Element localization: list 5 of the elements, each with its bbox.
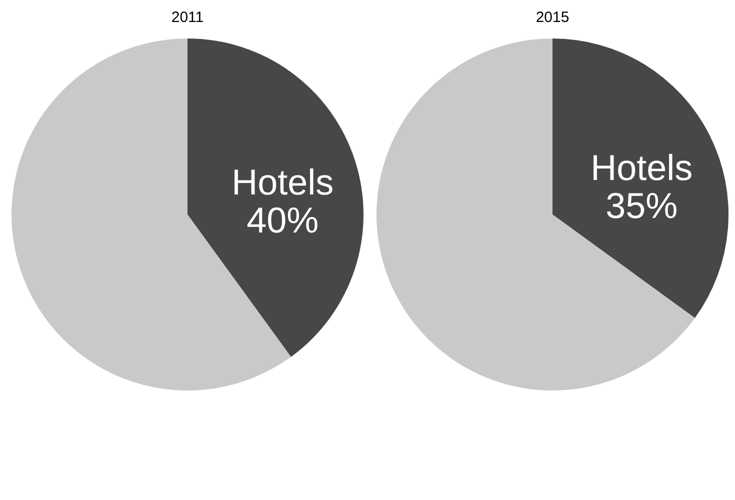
- chart-title: 2015: [536, 9, 570, 26]
- pie-slice: [552, 38, 728, 318]
- chart-title: 2011: [171, 9, 204, 26]
- pie-slice: [376, 38, 695, 390]
- pie-slice: [188, 38, 364, 357]
